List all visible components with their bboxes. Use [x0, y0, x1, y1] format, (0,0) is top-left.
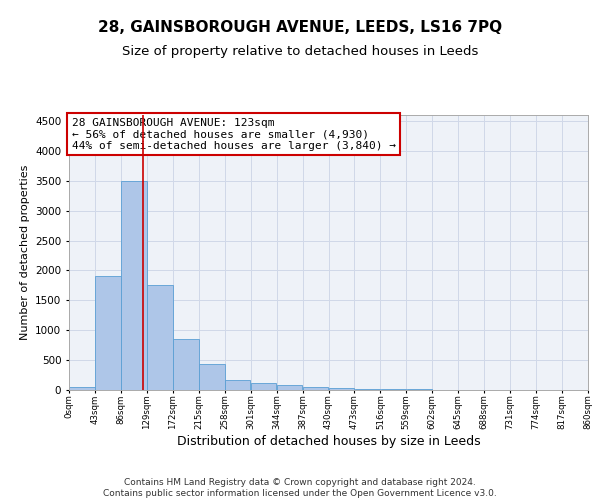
Bar — [277, 385, 302, 390]
Bar — [380, 389, 406, 390]
Text: Contains HM Land Registry data © Crown copyright and database right 2024.
Contai: Contains HM Land Registry data © Crown c… — [103, 478, 497, 498]
Bar — [173, 339, 199, 390]
Text: 28, GAINSBOROUGH AVENUE, LEEDS, LS16 7PQ: 28, GAINSBOROUGH AVENUE, LEEDS, LS16 7PQ — [98, 20, 502, 35]
Bar — [121, 181, 146, 390]
Y-axis label: Number of detached properties: Number of detached properties — [20, 165, 29, 340]
Bar — [199, 364, 224, 390]
Bar — [69, 387, 95, 390]
Text: 28 GAINSBOROUGH AVENUE: 123sqm
← 56% of detached houses are smaller (4,930)
44% : 28 GAINSBOROUGH AVENUE: 123sqm ← 56% of … — [71, 118, 395, 151]
Bar — [95, 276, 121, 390]
Bar — [225, 380, 250, 390]
Bar — [147, 286, 173, 390]
Bar — [251, 383, 277, 390]
Text: Size of property relative to detached houses in Leeds: Size of property relative to detached ho… — [122, 45, 478, 58]
Bar — [355, 389, 380, 390]
Bar — [303, 386, 328, 390]
X-axis label: Distribution of detached houses by size in Leeds: Distribution of detached houses by size … — [176, 434, 481, 448]
Bar — [329, 388, 354, 390]
